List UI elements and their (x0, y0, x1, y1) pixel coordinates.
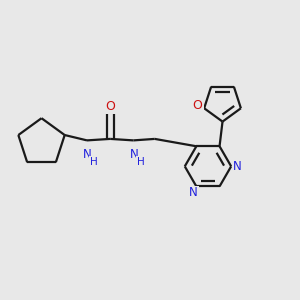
Text: O: O (105, 100, 115, 113)
Text: N: N (130, 148, 138, 161)
Text: N: N (189, 187, 198, 200)
Text: N: N (233, 160, 242, 173)
Text: H: H (136, 157, 144, 167)
Text: H: H (90, 157, 98, 167)
Text: N: N (83, 148, 92, 161)
Text: O: O (193, 99, 202, 112)
